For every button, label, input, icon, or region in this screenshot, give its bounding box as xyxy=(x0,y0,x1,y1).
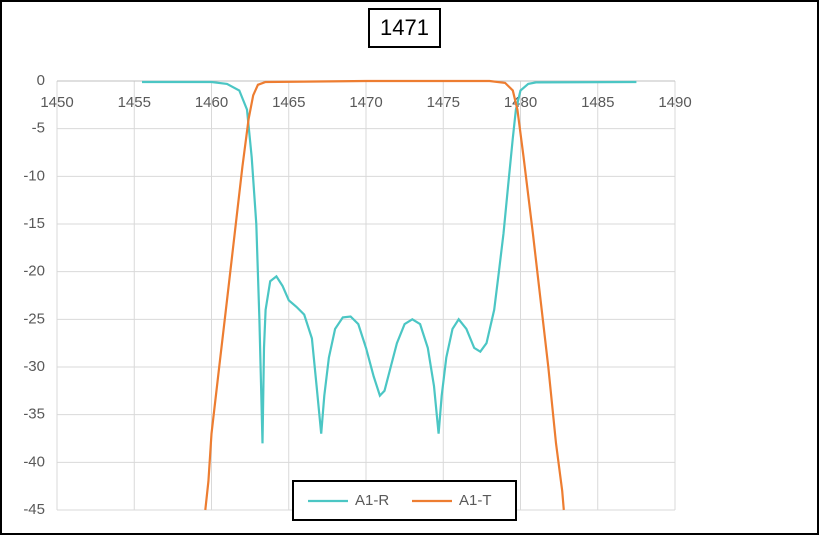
x-tick-label: 1460 xyxy=(195,94,228,111)
x-tick-label: 1455 xyxy=(118,94,151,111)
x-tick-label: 1475 xyxy=(427,94,460,111)
legend-label: A1-T xyxy=(459,492,492,509)
chart-title: 1471 xyxy=(380,15,429,40)
y-tick-label: -45 xyxy=(23,501,45,518)
title-box xyxy=(368,8,441,48)
y-tick-label: -25 xyxy=(23,310,45,327)
y-tick-label: -10 xyxy=(23,167,45,184)
y-tick-label: 0 xyxy=(37,72,45,89)
y-tick-label: -15 xyxy=(23,215,45,232)
y-tick-label: -30 xyxy=(23,358,45,375)
y-tick-label: -5 xyxy=(32,120,45,137)
y-tick-label: -40 xyxy=(23,453,45,470)
x-tick-label: 1470 xyxy=(349,94,382,111)
x-tick-label: 1465 xyxy=(272,94,305,111)
x-tick-label: 1480 xyxy=(504,94,537,111)
x-tick-label: 1485 xyxy=(581,94,614,111)
x-tick-label: 1450 xyxy=(40,94,73,111)
x-tick-label: 1490 xyxy=(658,94,691,111)
y-tick-label: -20 xyxy=(23,263,45,280)
legend-label: A1-R xyxy=(355,492,389,509)
series-line xyxy=(204,79,565,511)
series-line xyxy=(142,80,637,444)
y-tick-label: -35 xyxy=(23,406,45,423)
